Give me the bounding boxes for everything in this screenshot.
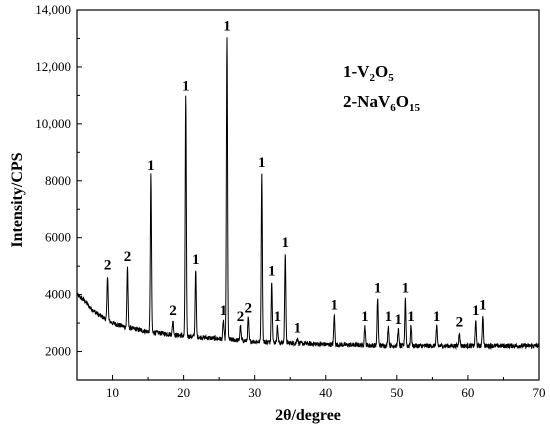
peak-label-2: 2: [169, 303, 177, 319]
peak-label-1: 1: [192, 252, 200, 268]
plot-frame: [76, 9, 540, 381]
peak-label-2: 2: [237, 309, 245, 325]
peak-label-1: 1: [147, 158, 155, 174]
peak-label-1: 1: [220, 303, 228, 319]
y-tick-label: 6000: [45, 230, 71, 245]
x-tick-label: 50: [390, 385, 403, 400]
peak-label-1: 1: [223, 19, 231, 35]
y-tick-label: 2000: [45, 344, 71, 359]
peak-label-2: 2: [124, 249, 132, 265]
peak-label-1: 1: [182, 78, 190, 94]
peak-label-1: 1: [268, 263, 276, 279]
x-axis-ticks: 10 20 30 40 50 60 70: [106, 375, 546, 400]
peak-label-1: 1: [407, 309, 415, 325]
legend-entry: 1-V2O5: [343, 62, 394, 84]
x-tick-label: 30: [248, 385, 261, 400]
peak-label-1: 1: [258, 155, 266, 171]
xrd-pattern-line: [76, 37, 540, 351]
x-tick-label: 20: [177, 385, 190, 400]
peak-label-1: 1: [374, 280, 382, 296]
y-tick-label: 4000: [45, 287, 71, 302]
peak-label-2: 2: [104, 258, 112, 274]
peak-label-1: 1: [274, 309, 282, 325]
legend: 1-V2O5 2-NaV6O15: [343, 62, 420, 114]
x-axis-title: 2θ/degree: [275, 407, 341, 424]
legend-entry: 2-NaV6O15: [343, 92, 420, 114]
peak-label-1: 1: [479, 298, 487, 314]
y-tick-label: 14,000: [35, 2, 71, 17]
peak-label-1: 1: [282, 235, 290, 251]
y-axis-title: Intensity/CPS: [9, 152, 26, 247]
peak-label-1: 1: [385, 309, 393, 325]
peak-label-1: 1: [395, 312, 403, 328]
x-tick-label: 70: [533, 385, 546, 400]
x-tick-label: 60: [461, 385, 474, 400]
peak-label-1: 1: [472, 303, 480, 319]
x-tick-label: 40: [319, 385, 332, 400]
peak-label-2: 2: [245, 300, 253, 316]
y-tick-label: 8000: [45, 173, 71, 188]
peak-label-1: 1: [361, 309, 369, 325]
peak-label-1: 1: [433, 309, 441, 325]
y-tick-label: 12,000: [35, 59, 71, 74]
y-axis-ticks: 2000 4000 6000 8000 10,000 12,000 14,000: [35, 2, 82, 359]
peak-label-1: 1: [331, 298, 339, 314]
y-tick-label: 10,000: [35, 116, 71, 131]
peak-label-1: 1: [294, 320, 302, 336]
x-tick-label: 10: [106, 385, 119, 400]
peak-label-2: 2: [456, 315, 464, 331]
peak-label-1: 1: [402, 280, 410, 296]
